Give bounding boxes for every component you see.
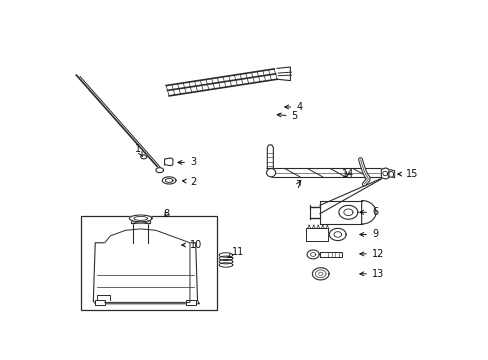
Text: 5: 5 [277,111,297,121]
Polygon shape [219,263,232,267]
Polygon shape [104,229,189,302]
Polygon shape [129,215,152,222]
Polygon shape [385,168,394,177]
Polygon shape [270,168,385,177]
Text: 11: 11 [227,247,244,257]
Bar [81,216,217,310]
Polygon shape [164,158,173,166]
Polygon shape [382,171,386,176]
Text: 7: 7 [295,180,301,190]
Polygon shape [95,301,104,305]
Polygon shape [267,145,273,168]
Polygon shape [219,260,232,264]
Polygon shape [131,217,149,223]
Text: 12: 12 [359,249,384,259]
Polygon shape [387,172,393,177]
Text: 10: 10 [182,240,202,250]
Polygon shape [219,253,232,257]
Text: 9: 9 [359,229,377,239]
Text: 13: 13 [359,269,384,279]
Polygon shape [343,209,352,216]
Polygon shape [186,301,195,305]
Polygon shape [97,295,110,301]
Polygon shape [315,270,325,278]
Polygon shape [319,201,361,224]
Polygon shape [310,252,315,256]
Polygon shape [266,168,275,177]
Polygon shape [219,256,232,261]
Text: 1: 1 [135,144,142,156]
Polygon shape [165,179,173,183]
Polygon shape [162,177,176,184]
Polygon shape [305,228,327,240]
Polygon shape [329,228,346,240]
Text: 6: 6 [359,207,377,217]
Text: 4: 4 [284,102,302,112]
Text: 15: 15 [397,169,418,179]
Polygon shape [141,155,146,159]
Polygon shape [312,268,328,280]
Polygon shape [133,222,148,243]
Polygon shape [131,220,150,223]
Text: 14: 14 [341,169,353,179]
Polygon shape [319,252,341,257]
Polygon shape [381,168,388,179]
Polygon shape [306,250,319,259]
Text: 3: 3 [178,157,196,167]
Polygon shape [338,205,357,219]
Polygon shape [134,216,147,220]
Text: 8: 8 [163,209,169,219]
Polygon shape [156,168,163,173]
Polygon shape [333,232,341,237]
Polygon shape [318,272,323,275]
Polygon shape [361,201,375,224]
Text: 2: 2 [182,177,196,187]
Polygon shape [93,243,199,304]
